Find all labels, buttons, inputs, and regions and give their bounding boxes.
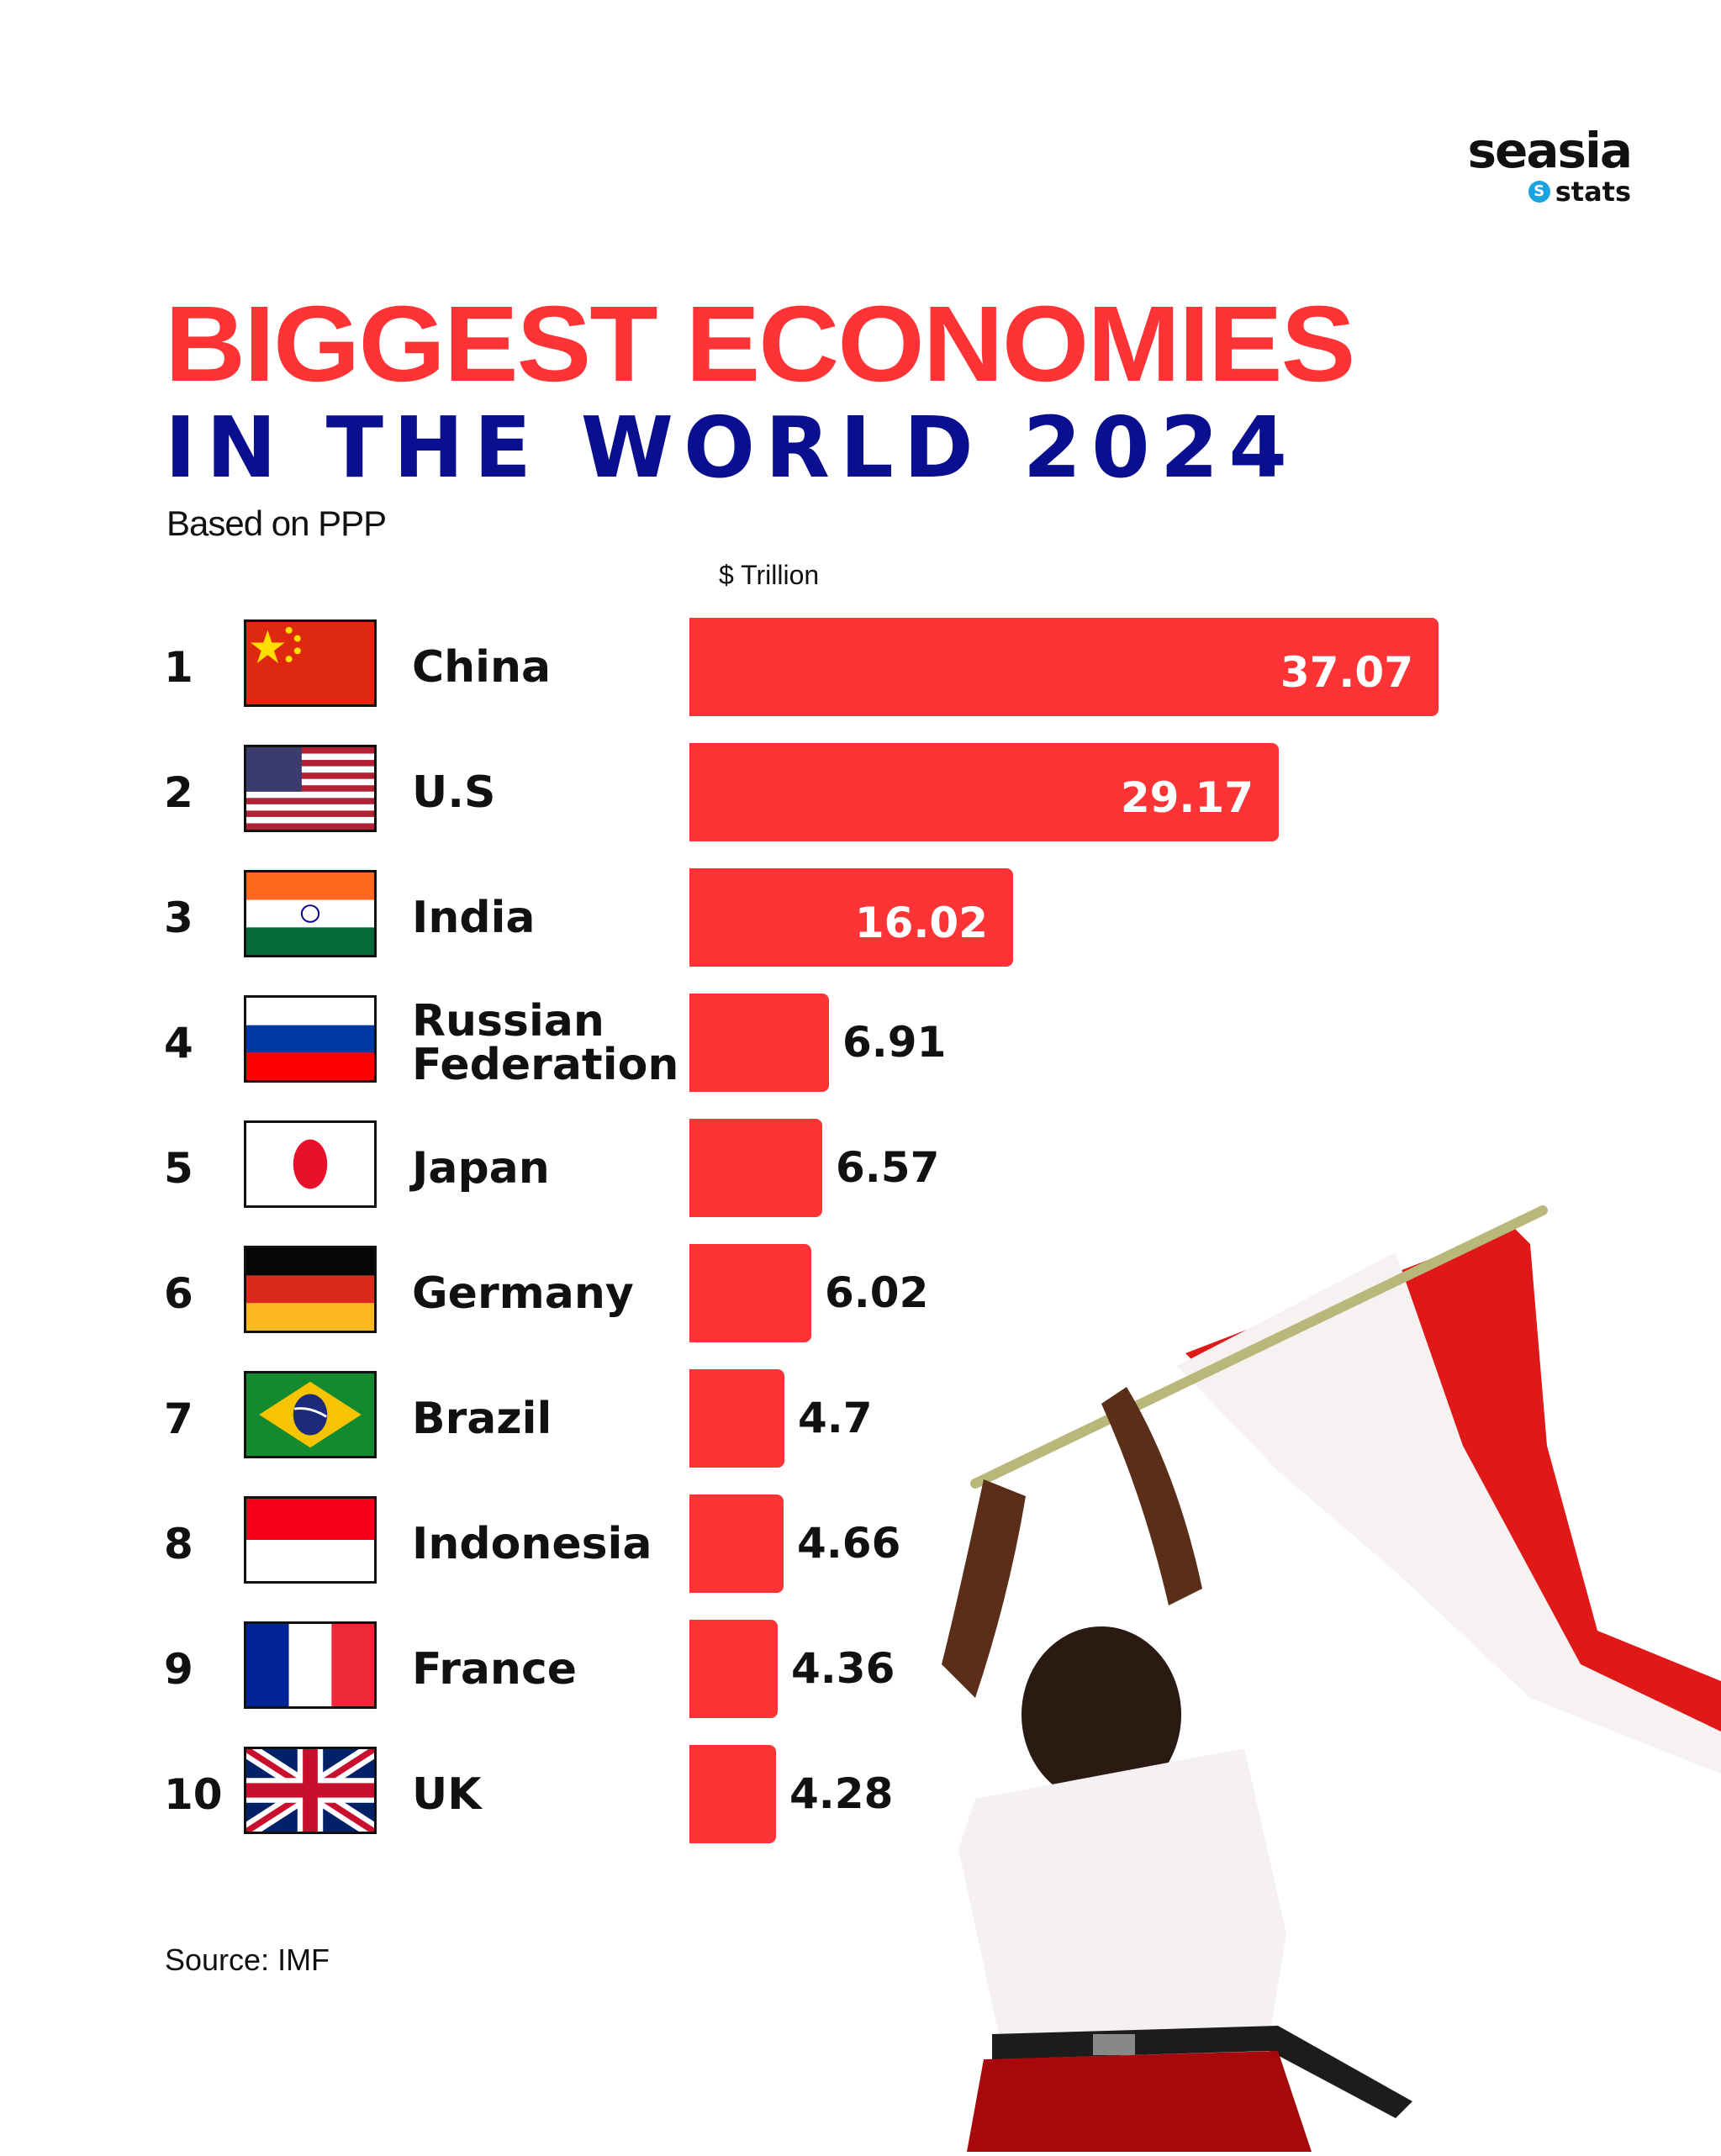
bar <box>689 1244 811 1342</box>
brand-logo: seasia S stats <box>1467 122 1633 207</box>
chart-row: 10 UK 4.28 <box>0 1745 1721 1844</box>
rank-label: 2 <box>164 768 193 817</box>
rank-label: 4 <box>164 1019 193 1067</box>
rank-label: 7 <box>164 1394 193 1443</box>
country-label: Japan <box>412 1143 550 1194</box>
bar <box>689 994 829 1092</box>
rank-label: 5 <box>164 1144 193 1193</box>
country-label: India <box>412 893 536 943</box>
bar: 16.02 <box>689 868 1013 967</box>
value-label: 29.17 <box>1120 773 1254 822</box>
us-flag-icon <box>244 745 377 832</box>
brazil-flag-icon <box>244 1371 377 1458</box>
chart-row: 8 Indonesia 4.66 <box>0 1494 1721 1594</box>
india-flag-icon <box>244 870 377 957</box>
country-label: China <box>412 642 552 693</box>
china-flag-icon <box>244 619 377 707</box>
country-label: Germany <box>412 1268 634 1319</box>
chart-row: 2 U.S 29.17 <box>0 743 1721 842</box>
brand-name: seasia <box>1467 122 1633 179</box>
bar <box>689 1494 784 1593</box>
rank-label: 3 <box>164 894 193 942</box>
chart-row: 7 Brazil 4.7 <box>0 1369 1721 1468</box>
country-label: UK <box>412 1769 482 1820</box>
country-label: France <box>412 1644 578 1695</box>
value-label: 4.66 <box>797 1519 901 1568</box>
rank-label: 9 <box>164 1645 193 1694</box>
russia-flag-icon <box>244 995 377 1083</box>
value-label: 4.7 <box>798 1394 873 1442</box>
rank-label: 1 <box>164 643 193 692</box>
chart-row: 5 Japan 6.57 <box>0 1119 1721 1218</box>
bar <box>689 1369 784 1468</box>
rank-label: 10 <box>164 1770 223 1819</box>
country-label: Brazil <box>412 1394 552 1444</box>
rank-label: 8 <box>164 1520 193 1568</box>
chart-row: 1 China 37.07 <box>0 618 1721 717</box>
germany-flag-icon <box>244 1246 377 1333</box>
bar <box>689 1119 822 1217</box>
value-label: 16.02 <box>854 899 988 947</box>
chart-row: 9 France 4.36 <box>0 1620 1721 1719</box>
uk-flag-icon <box>244 1747 377 1834</box>
value-label: 37.07 <box>1280 648 1413 697</box>
bar: 29.17 <box>689 743 1279 841</box>
country-label: Indonesia <box>412 1519 652 1569</box>
child-waving-indonesian-flag-photo <box>925 1194 1721 2152</box>
chart-row: 4 Russian Federation 6.91 <box>0 994 1721 1093</box>
france-flag-icon <box>244 1621 377 1709</box>
country-label: Russian Federation <box>412 996 679 1090</box>
subtitle: Based on PPP <box>166 503 387 543</box>
value-label: 6.02 <box>825 1268 929 1317</box>
country-label: U.S <box>412 767 496 818</box>
chart-row: 6 Germany 6.02 <box>0 1244 1721 1343</box>
value-label: 6.91 <box>842 1018 947 1067</box>
title-line-2: IN THE WORLD 2024 <box>165 398 1297 497</box>
value-label: 4.28 <box>789 1769 894 1818</box>
brand-sub: S stats <box>1467 177 1631 207</box>
brand-sub-label: stats <box>1555 176 1631 208</box>
source-note: Source: IMF <box>165 1943 330 1977</box>
title-line-1: BIGGEST ECONOMIES <box>165 284 1355 404</box>
unit-label: $ Trillion <box>719 560 820 590</box>
indonesia-flag-icon <box>244 1496 377 1584</box>
value-label: 6.57 <box>836 1143 940 1192</box>
bar: 37.07 <box>689 618 1439 716</box>
chart-row: 3 India 16.02 <box>0 868 1721 967</box>
belt-buckle <box>1093 2034 1135 2055</box>
bar <box>689 1745 776 1843</box>
bar <box>689 1620 778 1718</box>
value-label: 4.36 <box>791 1644 895 1693</box>
japan-flag-icon <box>244 1120 377 1208</box>
s-circle-icon: S <box>1528 181 1550 203</box>
rank-label: 6 <box>164 1269 193 1318</box>
